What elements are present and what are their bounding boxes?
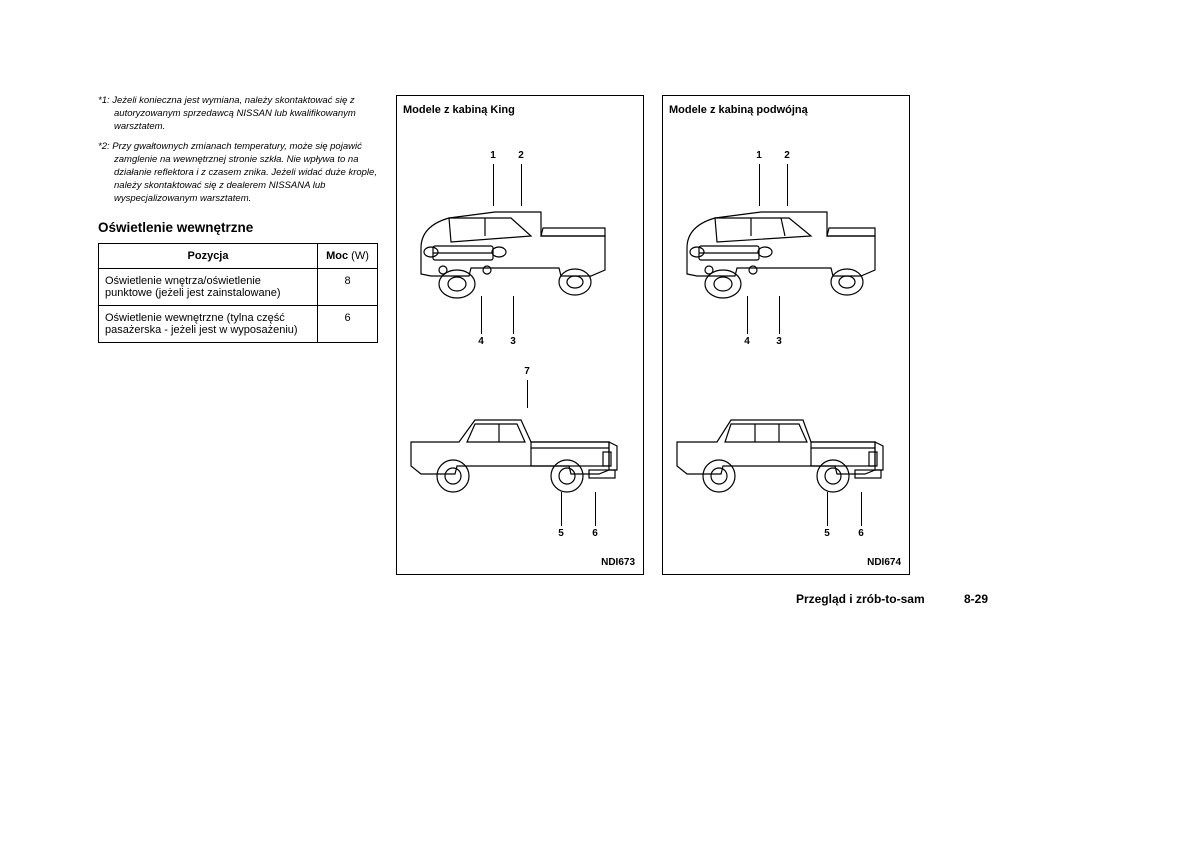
truck-front-view: 1 2 bbox=[669, 146, 903, 356]
figure-id: NDI674 bbox=[867, 557, 901, 568]
callout-6: 6 bbox=[855, 528, 867, 539]
callout-4: 4 bbox=[741, 336, 753, 347]
table-row: Oświetlenie wnętrza/oświetlenie punktowe… bbox=[99, 268, 378, 305]
th-power: Moc (W) bbox=[318, 243, 378, 268]
callout-1: 1 bbox=[487, 150, 499, 161]
callout-line bbox=[595, 492, 596, 526]
callout-line bbox=[827, 492, 828, 526]
section-title: Oświetlenie wewnętrzne bbox=[98, 220, 378, 235]
truck-rear-svg bbox=[669, 390, 889, 510]
truck-rear-svg bbox=[403, 390, 623, 510]
callout-line bbox=[527, 380, 528, 408]
left-column: *1: Jeżeli konieczna jest wymiana, należ… bbox=[98, 95, 378, 575]
callout-line bbox=[861, 492, 862, 526]
footnote-2: *2: Przy gwałtownych zmianach temperatur… bbox=[98, 141, 378, 205]
callout-4: 4 bbox=[475, 336, 487, 347]
callout-line bbox=[521, 164, 522, 206]
manual-page: *1: Jeżeli konieczna jest wymiana, należ… bbox=[98, 95, 1098, 575]
footnote-1: *1: Jeżeli konieczna jest wymiana, należ… bbox=[98, 95, 378, 133]
truck-rear-view: 5 6 bbox=[669, 366, 903, 561]
th-power-unit: (W) bbox=[351, 250, 369, 262]
page-footer: Przegląd i zrób-to-sam 8-29 bbox=[98, 592, 1098, 606]
interior-lighting-table: Pozycja Moc (W) Oświetlenie wnętrza/oświ… bbox=[98, 243, 378, 343]
callout-line bbox=[779, 296, 780, 334]
callout-line bbox=[561, 492, 562, 526]
table-row: Oświetlenie wewnętrzne (tylna część pasa… bbox=[99, 305, 378, 342]
callout-line bbox=[759, 164, 760, 206]
callout-line bbox=[493, 164, 494, 206]
figure-double-cab: Modele z kabiną podwójną 1 2 bbox=[662, 95, 910, 575]
callout-line bbox=[787, 164, 788, 206]
callout-line bbox=[513, 296, 514, 334]
callout-5: 5 bbox=[821, 528, 833, 539]
figure-title: Modele z kabiną podwójną bbox=[669, 104, 903, 116]
cell-position: Oświetlenie wewnętrzne (tylna część pasa… bbox=[99, 305, 318, 342]
figure-title: Modele z kabiną King bbox=[403, 104, 637, 116]
cell-position: Oświetlenie wnętrza/oświetlenie punktowe… bbox=[99, 268, 318, 305]
callout-5: 5 bbox=[555, 528, 567, 539]
figure-king-cab: Modele z kabiną King 1 2 bbox=[396, 95, 644, 575]
callout-line bbox=[747, 296, 748, 334]
callout-3: 3 bbox=[507, 336, 519, 347]
callout-3: 3 bbox=[773, 336, 785, 347]
th-power-label: Moc bbox=[326, 250, 348, 262]
footer-page: 8-29 bbox=[964, 592, 988, 606]
truck-rear-view: 7 bbox=[403, 366, 637, 561]
th-position: Pozycja bbox=[99, 243, 318, 268]
callout-2: 2 bbox=[781, 150, 793, 161]
truck-front-view: 1 2 bbox=[403, 146, 637, 356]
callout-6: 6 bbox=[589, 528, 601, 539]
callout-2: 2 bbox=[515, 150, 527, 161]
callout-1: 1 bbox=[753, 150, 765, 161]
footer-section: Przegląd i zrób-to-sam bbox=[796, 592, 925, 606]
cell-power: 6 bbox=[318, 305, 378, 342]
callout-7: 7 bbox=[521, 366, 533, 377]
callout-line bbox=[481, 296, 482, 334]
cell-power: 8 bbox=[318, 268, 378, 305]
figure-id: NDI673 bbox=[601, 557, 635, 568]
